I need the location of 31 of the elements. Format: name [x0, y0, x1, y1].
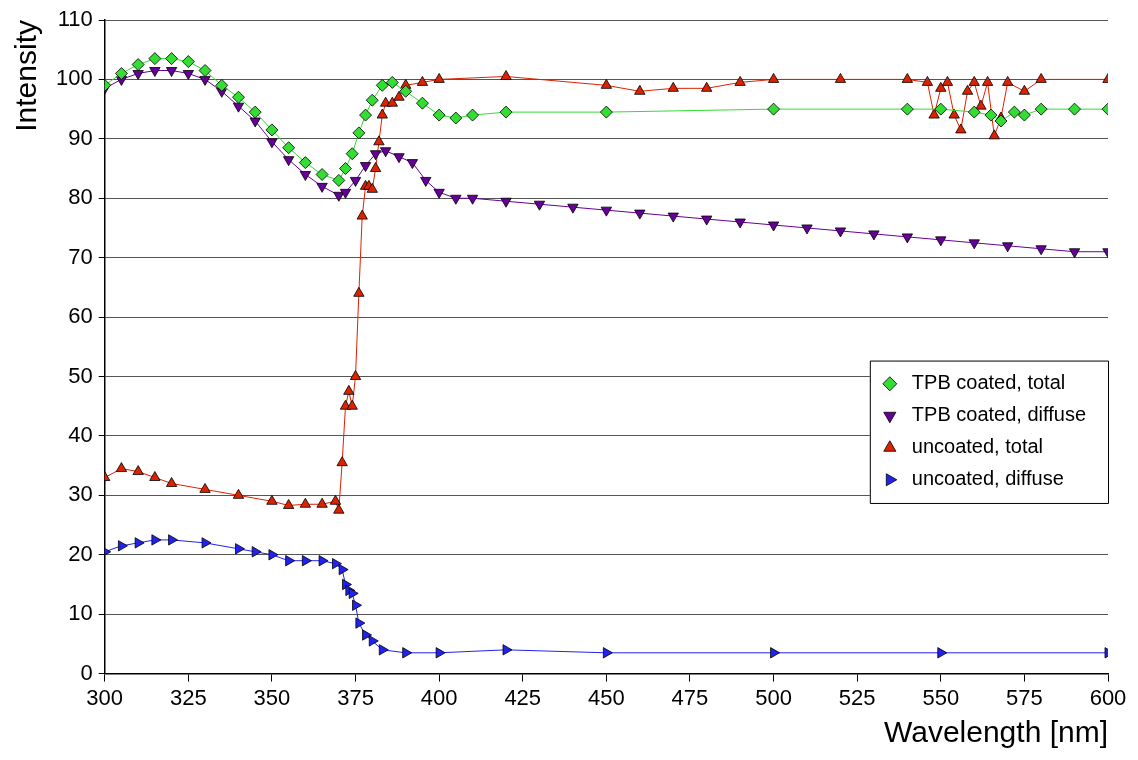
- y-tick-label: 50: [68, 362, 93, 388]
- x-tick-label: 525: [838, 684, 876, 710]
- x-tick-label: 575: [1006, 684, 1043, 710]
- y-tick-label: 80: [68, 184, 93, 210]
- x-tick-label: 450: [587, 684, 625, 710]
- x-tick-label: 300: [86, 684, 124, 710]
- y-axis-title: Intensity: [9, 20, 43, 132]
- y-tick-label: 90: [68, 124, 93, 150]
- x-tick-label: 500: [755, 684, 792, 710]
- x-axis-title: Wavelength [nm]: [884, 715, 1108, 749]
- y-tick-label: 40: [68, 421, 93, 447]
- y-tick-label: 0: [80, 659, 93, 685]
- x-tick-label: 350: [253, 684, 291, 710]
- x-tick-label: 375: [337, 684, 374, 710]
- x-tick-label: 475: [671, 684, 709, 710]
- y-tick-label: 20: [68, 540, 93, 566]
- x-tick-label: 425: [504, 684, 542, 710]
- x-tick-label: 325: [169, 684, 207, 710]
- legend-label: TPB coated, diffuse: [911, 403, 1087, 426]
- legend-label: uncoated, diffuse: [911, 467, 1064, 490]
- y-tick-label: 60: [68, 303, 93, 329]
- y-tick-label: 70: [68, 243, 93, 269]
- y-tick-label: 110: [57, 6, 93, 32]
- x-tick-label: 400: [420, 684, 458, 710]
- legend-label: uncoated, total: [911, 435, 1044, 458]
- x-tick-label: 600: [1089, 684, 1127, 710]
- y-tick-label: 10: [68, 600, 93, 626]
- y-tick-label: 100: [55, 65, 93, 91]
- x-tick-label: 550: [922, 684, 960, 710]
- legend-label: TPB coated, total: [911, 371, 1066, 394]
- y-tick-label: 30: [68, 481, 93, 507]
